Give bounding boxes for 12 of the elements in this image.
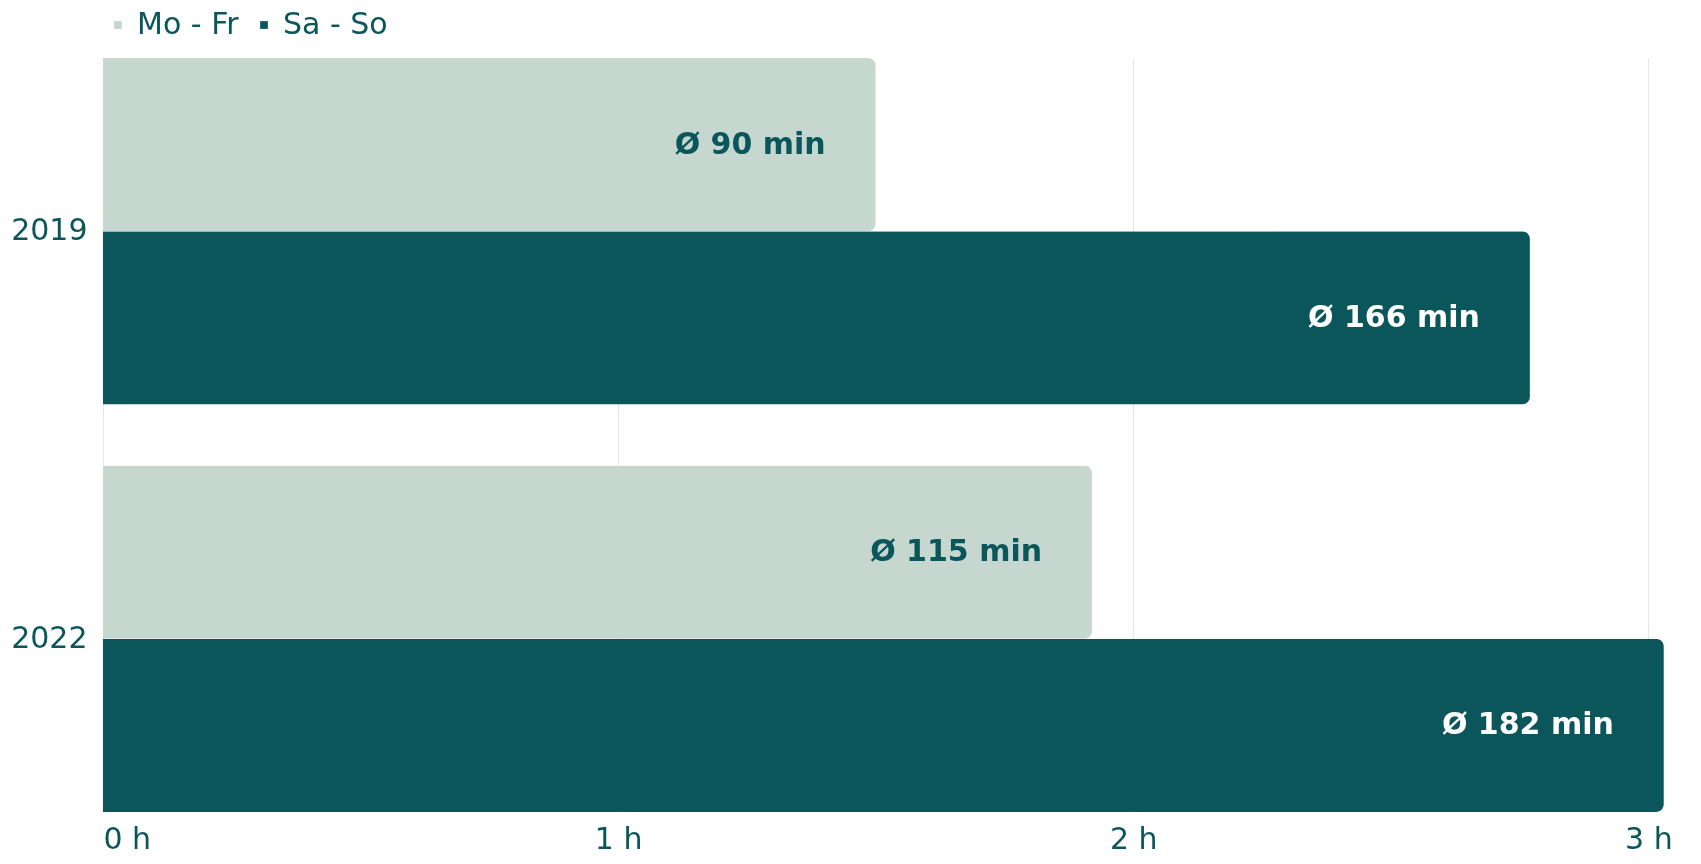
data-label: Ø 166 min — [1307, 298, 1480, 334]
data-label: Ø 90 min — [674, 125, 826, 161]
y-tick-label: 2019 — [11, 212, 88, 248]
y-tick-label: 2022 — [11, 619, 88, 655]
legend-label: Sa - So — [283, 6, 388, 41]
legend-label: Mo - Fr — [137, 6, 240, 41]
x-tick-label: 2 h — [1109, 820, 1158, 856]
x-tick-label: 3 h — [1625, 820, 1673, 856]
data-label: Ø 182 min — [1441, 706, 1614, 742]
x-tick-label: 0 h — [103, 820, 152, 856]
x-tick-label: 1 h — [594, 820, 643, 856]
data-label: Ø 115 min — [870, 533, 1043, 569]
